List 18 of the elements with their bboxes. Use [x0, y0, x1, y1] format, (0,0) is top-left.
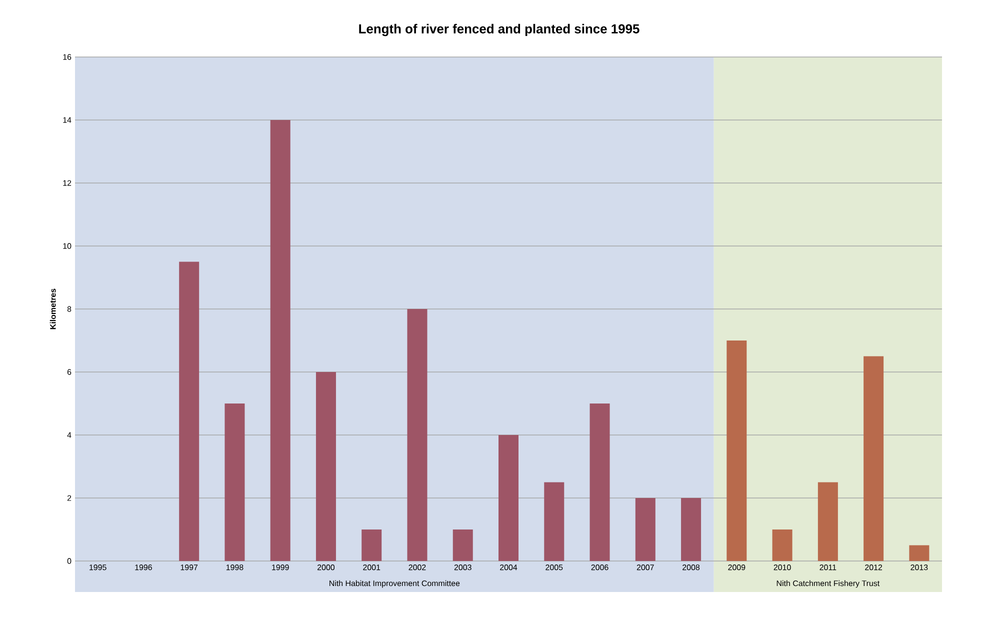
bar: [726, 340, 747, 561]
bar: [316, 372, 336, 561]
bar: [818, 482, 838, 561]
bar: [270, 120, 290, 561]
bar: [864, 356, 884, 561]
bar: [635, 498, 656, 561]
chart-title: Length of river fenced and planted since 1995: [359, 24, 640, 36]
bar: [224, 404, 245, 561]
bar: [179, 262, 200, 561]
bar: [590, 404, 610, 561]
bar: [498, 435, 519, 561]
bar: [681, 498, 702, 561]
bar: [362, 530, 382, 561]
bar: [909, 545, 930, 561]
bar: [544, 482, 564, 561]
bar: [452, 530, 473, 561]
bar: [407, 308, 428, 561]
bar: [772, 530, 792, 561]
